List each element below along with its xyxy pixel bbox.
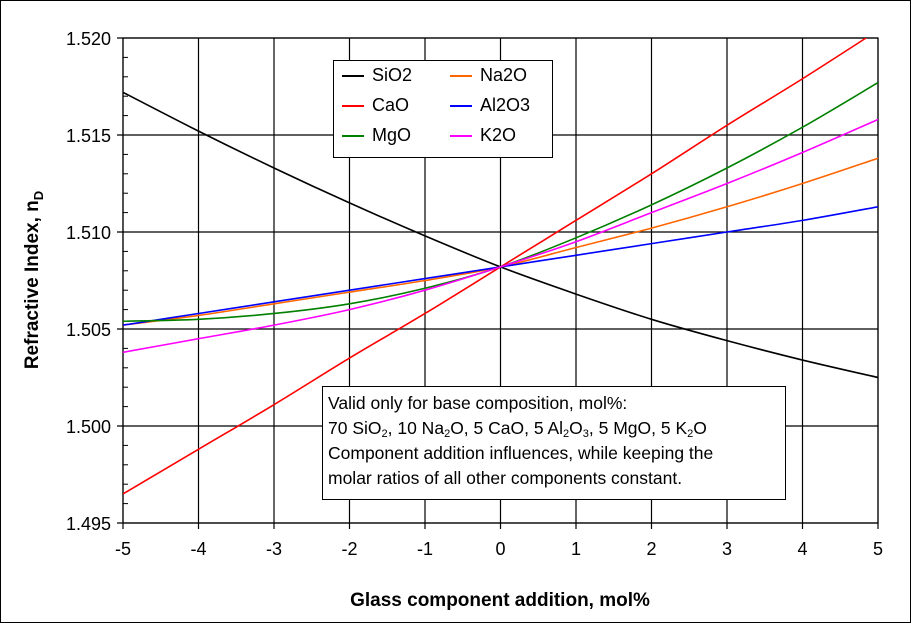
y-tick-label: 1.515 (66, 126, 111, 146)
x-tick-label: -3 (266, 539, 282, 559)
x-tick-label: -1 (417, 539, 433, 559)
annotation-line-1: Valid only for base composition, mol%: (328, 393, 628, 413)
subscript: 2 (687, 428, 694, 440)
plot-area-border (122, 37, 879, 524)
legend-swatch (450, 104, 472, 107)
legend-swatch (342, 134, 364, 137)
x-tick-label: 5 (873, 539, 883, 559)
text-run: , 10 Na (387, 418, 445, 438)
text-run: 70 SiO (328, 418, 382, 438)
annotation-line-3: Component addition influences, while kee… (328, 443, 714, 463)
x-axis-label: Glass component addition, mol% (350, 590, 650, 611)
legend-item-k2o: K2O (450, 125, 516, 146)
legend-item-na2o: Na2O (450, 65, 527, 86)
legend-item-sio2: SiO2 (342, 65, 412, 86)
series-lines (123, 38, 878, 495)
y-tick-label: 1.505 (66, 320, 111, 340)
subscript: 2 (381, 428, 388, 440)
annotation-line-2: 70 SiO2, 10 Na2O, 5 CaO, 5 Al2O3, 5 MgO,… (328, 416, 785, 441)
y-tick-label: 1.500 (66, 417, 111, 437)
legend-item-cao: CaO (342, 95, 409, 116)
annotation-line-4: molar ratios of all other components con… (328, 468, 683, 488)
subscript: 2 (444, 428, 451, 440)
legend-label: CaO (372, 95, 410, 115)
text-run: O, 5 CaO, 5 Al (450, 418, 564, 438)
x-tick-label: -5 (115, 539, 131, 559)
x-tick-label: 3 (722, 539, 732, 559)
legend-label: Al2O3 (480, 95, 531, 115)
text-run: , 5 MgO, 5 K (588, 418, 688, 438)
legend-swatch (342, 104, 364, 107)
x-tick-label: 4 (797, 539, 807, 559)
legend-item-al2o3: Al2O3 (450, 95, 530, 116)
y-tick-label: 1.510 (66, 223, 111, 243)
legend-swatch (342, 74, 364, 77)
series-line-sio2 (123, 91, 878, 379)
x-tick-label: 1 (571, 539, 581, 559)
subscript: 2 (563, 428, 570, 440)
legend-label: MgO (372, 125, 412, 145)
legend: SiO2 Na2O CaO Al2O3 MgO K2O (333, 60, 553, 158)
legend-swatch (450, 74, 472, 77)
series-line-k2o (123, 118, 878, 354)
legend-item-mgo: MgO (342, 125, 411, 146)
y-axis-label: Refractive Index, nD (22, 191, 46, 369)
legend-label: SiO2 (372, 65, 413, 85)
tick-labels: -5 -4 -3 -2 -1 0 1 2 3 4 51.4951.5001.5051.5101.51… (66, 29, 883, 559)
text-run: O (569, 418, 583, 438)
annotation-box: Valid only for base composition, mol%: 7… (322, 386, 786, 500)
y-tick-label: 1.520 (66, 29, 111, 49)
x-tick-label: -2 (341, 539, 357, 559)
legend-label: Na2O (480, 65, 528, 85)
text-run: O (693, 418, 707, 438)
x-tick-label: 0 (495, 539, 505, 559)
x-tick-label: -4 (190, 539, 206, 559)
x-tick-label: 2 (646, 539, 656, 559)
legend-label: K2O (480, 125, 517, 145)
y-tick-label: 1.495 (66, 514, 111, 534)
subscript: 3 (582, 428, 589, 440)
legend-swatch (450, 134, 472, 137)
